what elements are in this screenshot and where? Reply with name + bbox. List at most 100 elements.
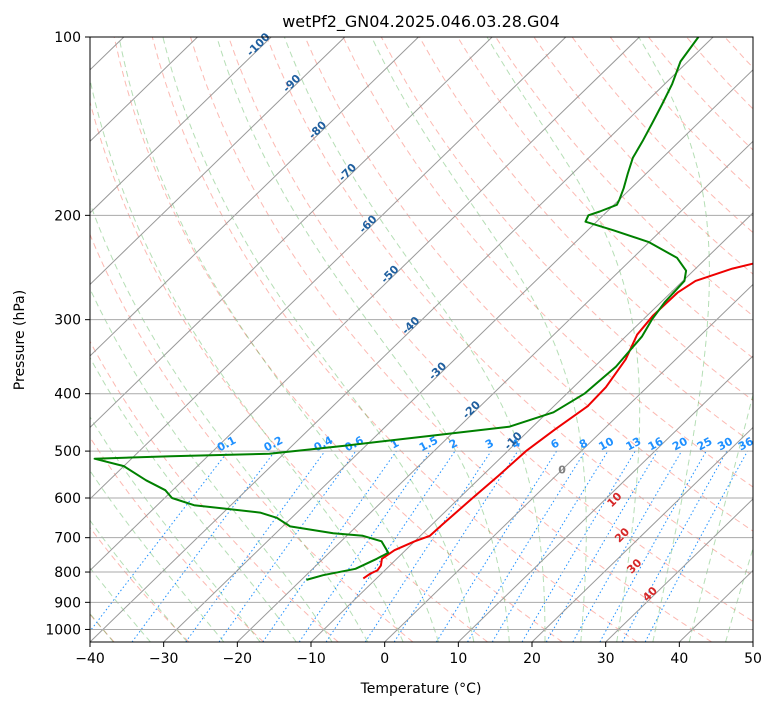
isotherm-line [90,37,419,357]
dry-adiabat-line [113,37,563,642]
x-tick-label: −10 [296,651,326,667]
moist-adiabat-line [216,37,510,642]
mixing-ratio-line [90,450,229,633]
isotherm-label: -80 [306,118,329,141]
mixing-ratio-line [521,450,636,642]
moist-adiabat-label: 40 [640,584,660,604]
isotherm-label: -20 [460,398,483,421]
dry-adiabat-line [90,526,190,642]
y-tick-label: 100 [54,30,81,46]
mixing-ratio-line [325,450,456,642]
mixing-ratio-label: 30 [715,435,735,454]
y-tick-label: 500 [54,444,81,460]
isotherm-label: -100 [244,30,273,59]
dry-adiabat-line [90,436,264,642]
mixing-ratio-line [131,450,276,642]
y-tick-label: 400 [54,387,81,403]
grid-lines [90,37,753,642]
mixing-ratio-line [599,450,707,642]
isotherm-line [90,37,567,500]
moist-adiabat-line [90,567,151,642]
dewpoint-profile-line [93,37,700,581]
isotherm-line [90,37,714,642]
y-tick-label: 600 [54,491,81,507]
temperature-profile-line [362,262,753,580]
dry-adiabat-line [228,37,753,622]
y-tick-label: 200 [54,208,81,224]
moist-adiabat-line [638,37,710,642]
y-axis-ticks: 100 200 300 400 500 600 700 800 900 1000 [45,30,90,638]
moist-adiabat-line [486,37,641,642]
dry-adiabat-line [190,37,712,642]
moist-adiabat-line [762,37,775,642]
x-tick-label: 0 [380,651,389,667]
x-tick-label: 30 [597,651,615,667]
data-series [93,37,753,581]
dry-adiabat-line [648,37,753,151]
moist-adiabat-line [90,77,404,642]
y-tick-label: 300 [54,313,81,329]
moist-adiabat-label: 10 [605,490,625,510]
x-tick-label: −20 [223,651,253,667]
isotherm-line [531,426,753,642]
mixing-ratio-line [467,450,586,642]
x-tick-label: 40 [670,651,688,667]
isotherm-line [90,37,346,286]
mixing-ratio-line [393,450,519,642]
mixing-ratio-label: 13 [624,435,644,454]
moist-adiabat-line [725,546,753,642]
dry-adiabat-line [457,37,753,359]
mixing-ratio-label: 16 [646,435,666,454]
isotherm-line [384,283,753,642]
background-lines [90,37,775,642]
isotherm-line [752,641,753,642]
dry-adiabat-line [304,37,753,532]
plot-frame [89,36,754,643]
wetbulb-zero-label: 0 [558,463,566,476]
moist-adiabat-label: 30 [624,556,644,576]
isotherm-line [236,140,753,642]
mixing-ratio-label: 10 [596,435,616,454]
x-tick-label: 20 [523,651,541,667]
isotherm-line [90,37,272,214]
y-tick-label: 900 [54,595,81,611]
isotherm-label: -50 [378,262,401,285]
isotherm-line [163,69,753,642]
mixing-ratio-line [545,450,658,642]
chart-title: wetPf2_GN04.2025.046.03.28.G04 [282,12,560,32]
x-tick-label: 10 [449,651,467,667]
mixing-ratio-line [621,450,728,642]
isotherm-line [90,37,640,572]
isotherm-line [90,37,493,429]
isotherm-label: -40 [399,314,422,337]
mixing-ratio-label: 6 [549,436,562,451]
moist-adiabat-label: 20 [612,525,632,545]
mixing-ratio-line [572,450,683,642]
isotherm-label: -60 [356,212,379,235]
isotherm-line [605,498,753,642]
dry-adiabat-line [342,37,753,488]
mixing-ratio-label: 36 [736,435,756,454]
moist-adiabat-line [90,287,333,642]
isotherm-line [310,212,753,642]
x-tick-label: −30 [149,651,179,667]
dry-adiabat-line [266,37,753,577]
dry-adiabat-line [90,99,488,642]
y-axis-title: Pressure (hPa) [12,290,28,390]
moist-adiabat-line [283,37,546,642]
moist-adiabat-line [90,356,297,642]
dry-adiabat-line [90,340,339,642]
dry-adiabat-line [763,37,775,642]
mixing-ratio-line [364,450,492,642]
mixing-ratio-line [298,450,431,642]
mixing-ratio-label: 25 [695,435,715,454]
x-axis-title: Temperature (°C) [360,681,482,697]
isotherm-line [457,355,753,642]
mixing-ratio-line [185,450,326,642]
moist-adiabat-line [90,519,188,642]
dry-adiabat-line [724,37,753,69]
y-tick-label: 800 [54,565,81,581]
mixing-ratio-line [262,450,397,642]
isotherm-label: -10 [502,429,525,452]
